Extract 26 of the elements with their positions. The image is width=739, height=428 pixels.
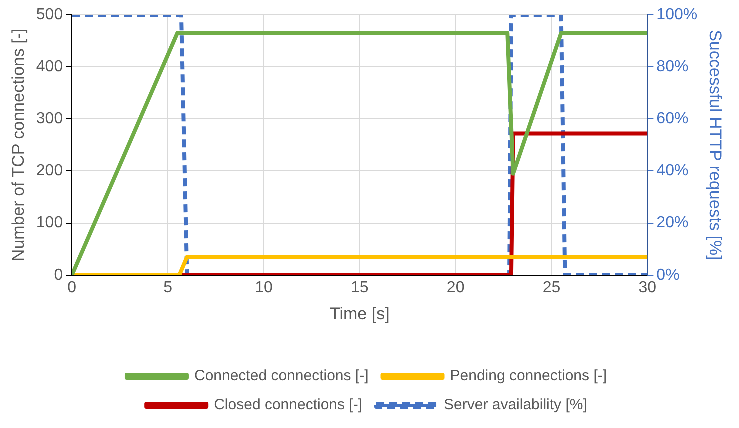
x-tick-label: 30	[638, 279, 657, 296]
y2-tick-label: 80%	[656, 58, 689, 76]
legend-label: Pending connections [-]	[450, 368, 608, 385]
legend-label: Connected connections [-]	[194, 368, 369, 385]
legend-label: Server availability [%]	[444, 396, 588, 414]
y2-tick-label: 0%	[656, 266, 680, 284]
y-tick-label: 200	[36, 162, 64, 180]
y2-tick-label: 100%	[656, 6, 698, 24]
y-axis-title: Number of TCP connections [-]	[8, 28, 28, 262]
x-tick-label: 15	[350, 279, 369, 296]
y-tick-label: 300	[36, 110, 64, 128]
x-axis-title: Time [s]	[330, 304, 390, 324]
y-tick-label: 400	[36, 58, 64, 76]
legend-label: Closed connections [-]	[214, 396, 363, 414]
x-tick-label: 20	[446, 279, 465, 296]
x-tick-label: 0	[68, 279, 77, 296]
y-tick-label: 500	[36, 6, 64, 24]
x-tick-label: 10	[255, 279, 273, 296]
y2-tick-label: 60%	[656, 110, 689, 128]
y2-tick-label: 40%	[656, 162, 689, 180]
y-tick-label: 100	[36, 214, 64, 232]
x-tick-label: 5	[164, 279, 173, 296]
y-tick-label: 0	[54, 266, 64, 284]
y2-tick-label: 20%	[656, 214, 689, 232]
x-tick-label: 25	[542, 279, 561, 296]
y2-axis-title: Successful HTTP requests [%]	[706, 30, 726, 260]
